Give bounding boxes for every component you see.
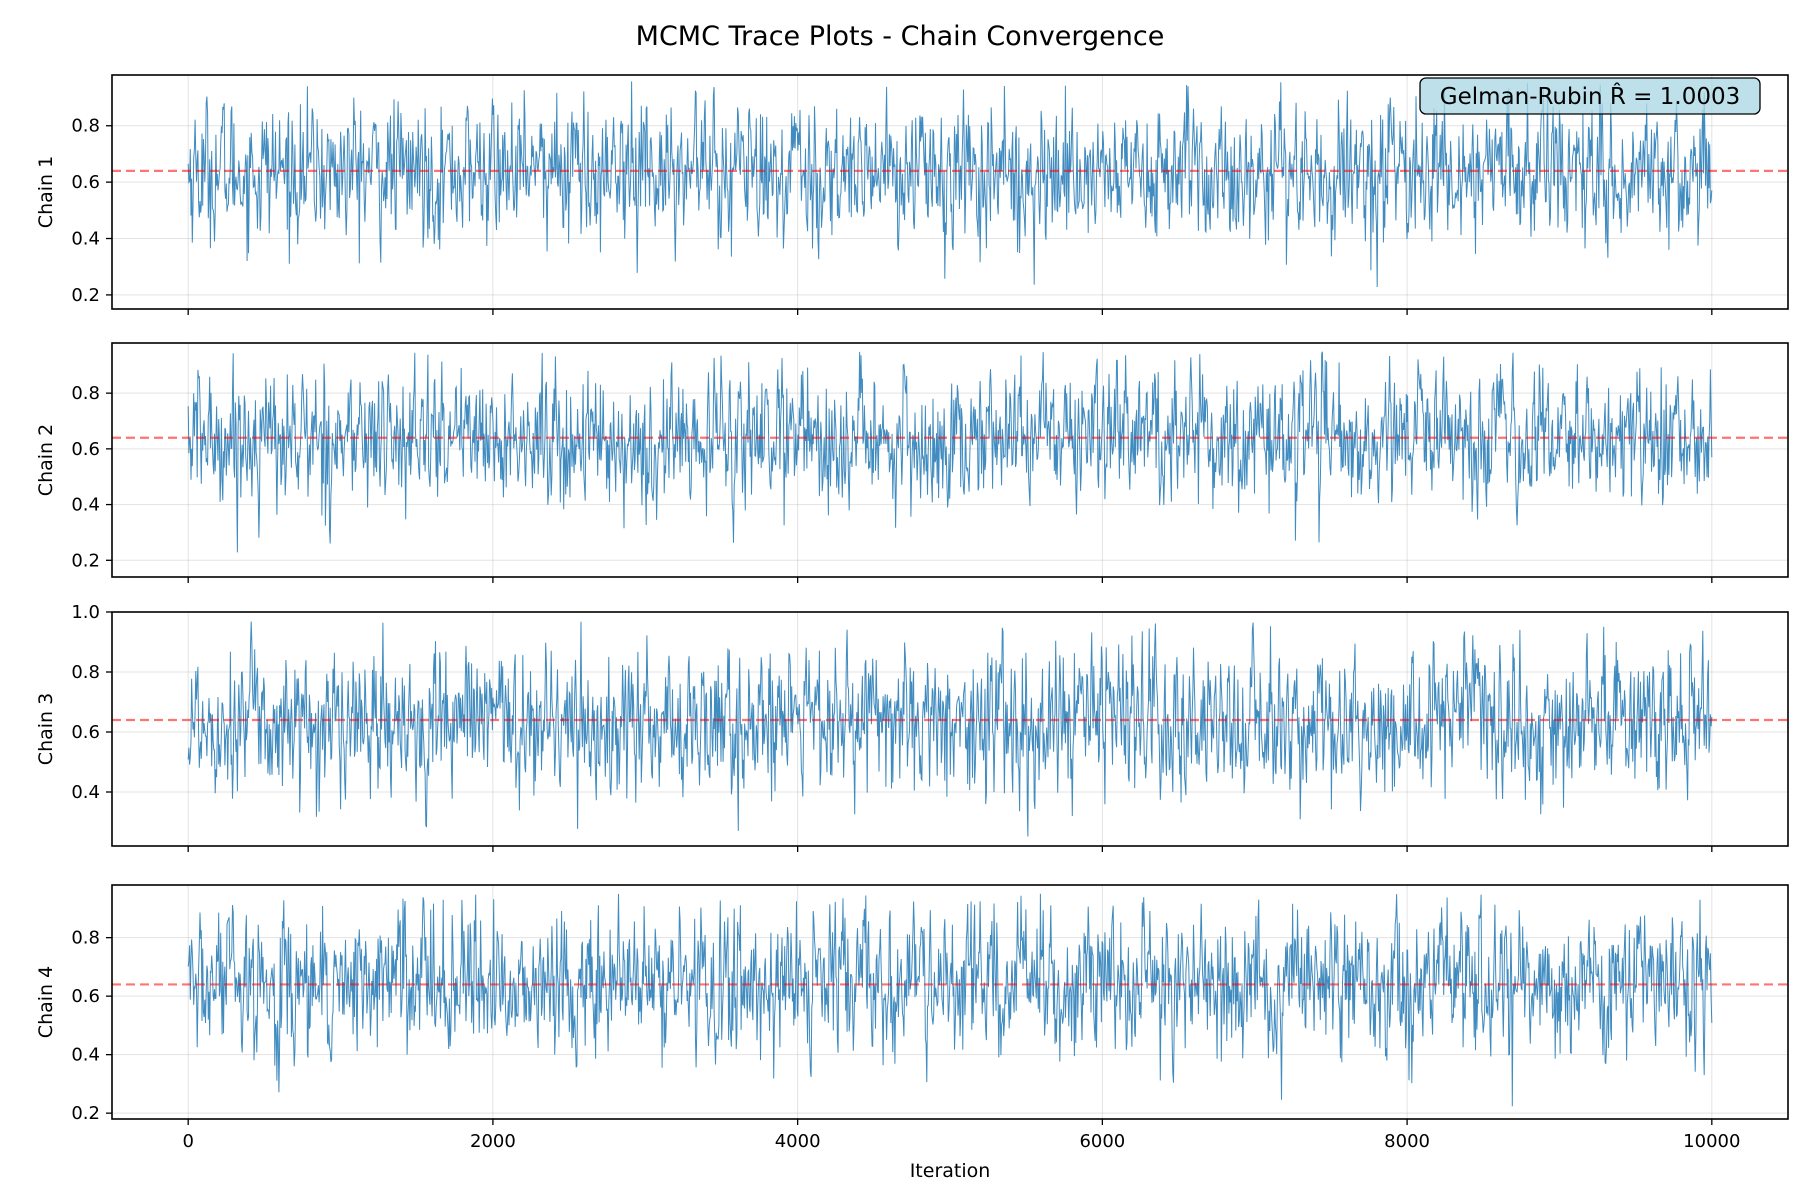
chain-3-panel: 0.4 0.6 0.8 1.0 Chain 3: [35, 602, 1789, 852]
figure-title: MCMC Trace Plots - Chain Convergence: [636, 21, 1165, 52]
rhat-annotation: Gelman-Rubin R̂ = 1.0003: [1419, 77, 1761, 115]
x-tick-label: 6000: [1079, 1131, 1125, 1152]
plot-frame: [111, 74, 1789, 310]
y-tick-label: 0.6: [71, 439, 100, 460]
y-tick-label: 0.4: [71, 495, 100, 516]
chain-1-trace-line: [187, 81, 1713, 288]
plot-frame: [111, 342, 1789, 578]
x-tick-label: 8000: [1384, 1131, 1430, 1152]
chain-4-trace-line: [187, 893, 1713, 1107]
x-axis-label: Iteration: [910, 1160, 991, 1182]
y-tick-label: 0.2: [71, 1103, 100, 1124]
y-axis-label: Chain 4: [35, 966, 57, 1038]
x-tick-label: 4000: [775, 1131, 821, 1152]
y-tick-label: 0.4: [71, 782, 100, 803]
y-tick-label: 0.8: [71, 662, 100, 683]
y-tick-label: 0.6: [71, 986, 100, 1007]
chain-2-panel: 0.2 0.4 0.6 0.8 Chain 2: [35, 342, 1789, 583]
chain-2-trace-line: [187, 351, 1713, 553]
y-tick-label: 1.0: [71, 602, 100, 623]
y-tick-label: 0.8: [71, 383, 100, 404]
y-axis-label: Chain 2: [35, 424, 57, 496]
y-axis-label: Chain 1: [35, 156, 57, 228]
y-tick-label: 0.6: [71, 172, 100, 193]
x-tick-label: 10000: [1683, 1131, 1740, 1152]
x-tick-label: 0: [182, 1131, 193, 1152]
y-tick-label: 0.8: [71, 928, 100, 949]
y-axis-label: Chain 3: [35, 693, 57, 765]
rhat-annotation-text: Gelman-Rubin R̂ = 1.0003: [1440, 83, 1741, 110]
plot-frame: [111, 884, 1789, 1120]
plot-frame: [111, 611, 1789, 847]
y-tick-label: 0.6: [71, 722, 100, 743]
y-tick-label: 0.4: [71, 229, 100, 250]
y-tick-label: 0.8: [71, 116, 100, 137]
y-tick-label: 0.2: [71, 285, 100, 306]
chain-3-trace-line: [187, 621, 1713, 837]
rhat-annotation-box: [1419, 77, 1761, 115]
y-tick-label: 0.4: [71, 1045, 100, 1066]
x-tick-label: 2000: [470, 1131, 516, 1152]
y-tick-label: 0.2: [71, 550, 100, 571]
chain-4-panel: 0.2 0.4 0.6 0.8 0 2000 4000 6000 8000 10000 Chain …: [35, 884, 1789, 1182]
